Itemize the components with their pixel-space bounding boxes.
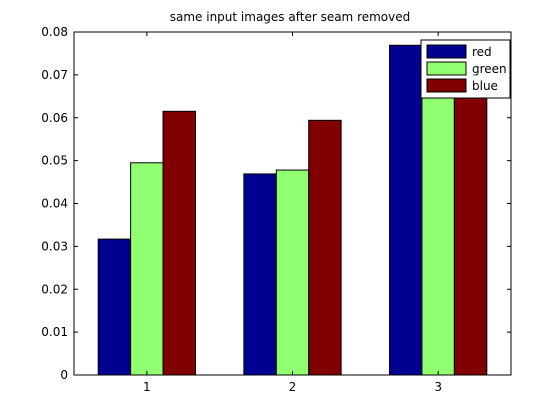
bar-green-3 [421,78,455,376]
y-tick-label: 0.04 [41,197,68,211]
chart-title: same input images after seam removed [170,10,411,24]
bar-blue-2 [308,119,342,376]
x-tick-label: 1 [143,380,151,394]
legend-label-green: green [472,62,507,76]
bar-red-3 [389,44,423,376]
legend-swatch-red [426,44,467,59]
legend-swatch-blue [426,78,467,93]
bar-blue-3 [453,77,488,376]
y-tick-label: 0.06 [41,111,68,125]
legend-label-red: red [472,45,492,59]
y-tick-label: 0.07 [41,68,68,82]
bar-green-2 [275,169,310,376]
legend-label-blue: blue [472,79,498,93]
y-tick-label: 0 [60,368,68,382]
bar-blue-1 [162,110,196,376]
x-tick-label: 2 [289,380,297,394]
legend-swatch-green [426,61,467,76]
y-tick-label: 0.01 [41,325,68,339]
y-tick-label: 0.02 [41,282,68,296]
bars-group [97,44,488,376]
bar-red-1 [97,238,132,376]
bar-red-2 [243,173,277,376]
bar-green-1 [130,162,164,376]
y-tick-label: 0.08 [41,25,68,39]
y-tick-label: 0.05 [41,154,68,168]
x-tick-label: 3 [434,380,442,394]
legend[interactable]: red green blue [420,39,511,99]
y-tick-label: 0.03 [41,239,68,253]
axis-ticks: 0 0.01 0.02 0.03 0.04 0.05 0.06 0.07 0.08 1 2 3 [41,25,511,394]
